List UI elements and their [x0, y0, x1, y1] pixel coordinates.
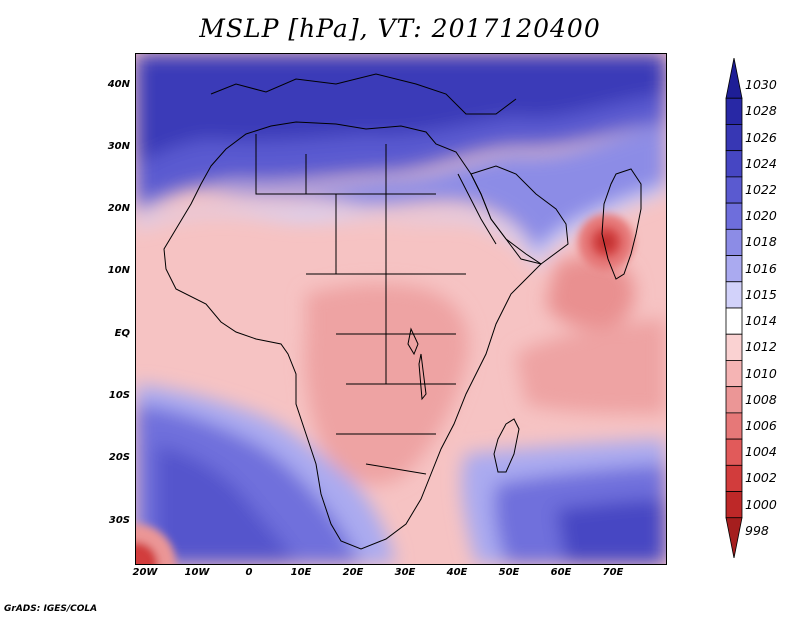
lat-label-20n: 20N — [107, 203, 130, 214]
colorbar-label-1014: 1014 — [745, 313, 777, 329]
credit-text: GrADS: IGES/COLA — [4, 604, 98, 614]
lon-label-20e: 20E — [342, 567, 364, 578]
colorbar-label-1020: 1020 — [745, 208, 777, 224]
colorbar-swatch-1026 — [725, 124, 743, 152]
colorbar-label-1022: 1022 — [745, 182, 777, 197]
pressure-field — [136, 54, 666, 564]
colorbar-swatch-1020 — [725, 202, 743, 230]
colorbar-label-1018: 1018 — [745, 234, 777, 250]
colorbar-swatch-1010 — [725, 360, 743, 388]
colorbar-label-1010: 1010 — [745, 365, 777, 381]
colorbar-label-1028: 1028 — [745, 103, 777, 119]
colorbar-swatch-1014 — [725, 307, 743, 335]
colorbar-swatch-1022 — [725, 176, 743, 204]
lat-label-30n: 30N — [107, 141, 130, 152]
colorbar-swatch-1000 — [725, 491, 743, 519]
lon-label-10e: 10E — [290, 567, 312, 578]
colorbar-label-1006: 1006 — [745, 418, 777, 433]
lon-label-40e: 40E — [446, 567, 468, 578]
map-canvas — [136, 54, 666, 564]
lat-label-40n: 40N — [107, 79, 130, 90]
colorbar-label-1024: 1024 — [745, 155, 777, 171]
colorbar-swatch-1002 — [725, 464, 743, 492]
lon-label-50e: 50E — [498, 567, 520, 578]
coastlines — [163, 73, 642, 550]
lat-label-30s: 30S — [108, 515, 130, 526]
map-title: MSLP [hPa], VT: 2017120400 — [199, 14, 601, 43]
colorbar-label-1015: 1015 — [745, 286, 777, 302]
colorbar-swatch-998 — [725, 517, 743, 558]
colorbar-label-1012: 1012 — [745, 339, 777, 355]
colorbar-label-1026: 1026 — [745, 129, 777, 145]
lat-label-20s: 20S — [108, 452, 130, 463]
colorbar-label-1002: 1002 — [745, 470, 777, 486]
colorbar-swatch-1008 — [725, 386, 743, 414]
colorbar-swatch-1006 — [725, 412, 743, 440]
colorbar-label-1008: 1008 — [745, 391, 777, 407]
colorbar-swatch-1028 — [725, 97, 743, 125]
lat-label-eq: EQ — [114, 328, 130, 339]
lon-label-10w: 10W — [184, 567, 210, 578]
lon-label-30e: 30E — [394, 567, 416, 578]
colorbar-swatch-1004 — [725, 438, 743, 466]
lon-label-70e: 70E — [602, 567, 624, 578]
colorbar-swatch-1018 — [725, 228, 743, 256]
mslp-map — [135, 53, 667, 565]
lon-label-20w: 20W — [132, 567, 158, 578]
colorbar-swatch-1024 — [725, 150, 743, 178]
colorbar-swatch-1015 — [725, 281, 743, 309]
colorbar-label-1004: 1004 — [745, 444, 777, 460]
lon-label-0: 0 — [245, 567, 253, 578]
colorbar-label-1016: 1016 — [745, 260, 777, 276]
colorbar-swatch-1016 — [725, 255, 743, 283]
colorbar — [725, 58, 743, 558]
colorbar-label-998: 998 — [745, 522, 769, 538]
lon-label-60e: 60E — [550, 567, 572, 578]
lat-label-10s: 10S — [108, 390, 130, 401]
colorbar-label-1000: 1000 — [745, 496, 777, 512]
colorbar-swatch-1030 — [725, 58, 743, 99]
colorbar-label-1030: 1030 — [745, 77, 777, 93]
lat-label-10n: 10N — [107, 265, 130, 276]
colorbar-swatch-1012 — [725, 333, 743, 361]
